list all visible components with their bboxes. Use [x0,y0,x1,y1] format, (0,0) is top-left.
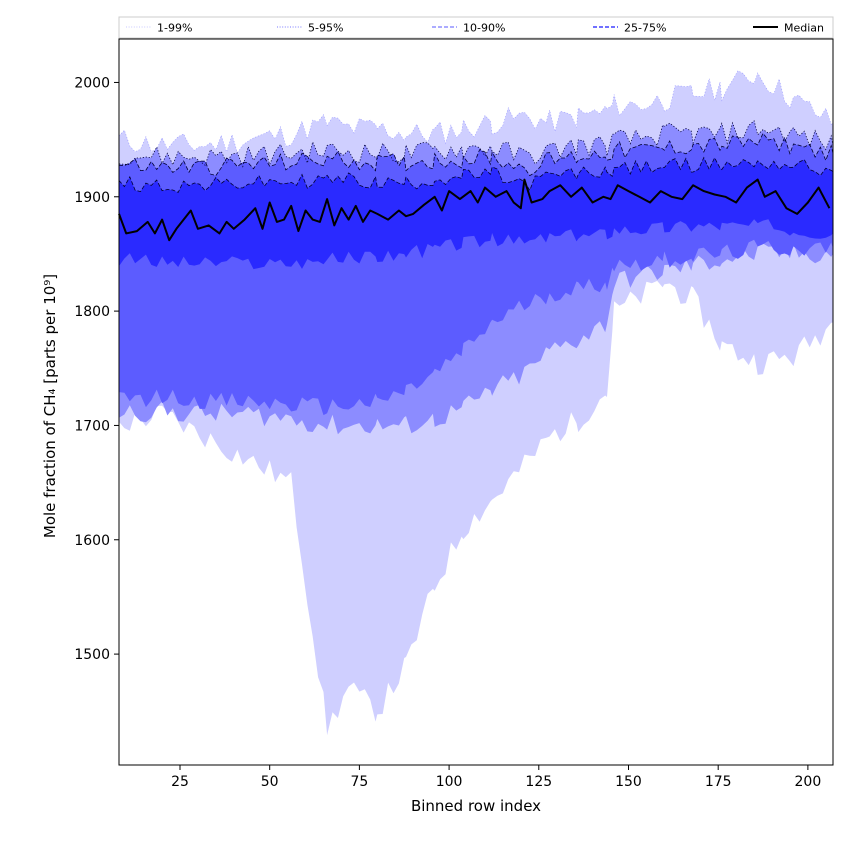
legend: 1-99% 5-95% 10-90% 25-75% Median [118,16,834,39]
y-tick-label: 1700 [74,418,110,434]
band-edges-layer [118,70,834,193]
y-tick-label: 2000 [74,75,110,91]
legend-label: 5-95% [308,22,343,35]
band-25-75pct [119,157,833,270]
y-axis-label: Mole fraction of CH₄ [parts per 10⁹] [41,274,59,538]
legend-label: 10-90% [463,22,505,35]
x-tick-label: 50 [261,774,279,790]
legend-label: 25-75% [624,22,666,35]
bands-layer [119,70,833,736]
x-tick-label: 75 [350,774,368,790]
plot-frame [118,38,834,766]
median-layer [118,178,831,242]
band-upper-edge-1-99pct [118,70,834,154]
legend-label: 1-99% [157,22,192,35]
x-tick-label: 25 [171,774,189,790]
legend-box [118,16,834,39]
x-axis-label: Binned row index [411,797,541,815]
x-tick-label: 100 [436,774,463,790]
median-line [118,178,831,242]
y-tick-label: 1900 [74,190,110,206]
x-tick-label: 125 [525,774,552,790]
y-tick-label: 1500 [74,647,110,663]
band-upper-edge-10-90pct [118,132,834,177]
legend-label: Median [784,22,824,35]
x-axis: 25 50 75 100 125 150 175 200 [171,765,821,790]
band-upper-edge-25-75pct [118,156,834,193]
x-tick-label: 150 [615,774,642,790]
y-tick-label: 1600 [74,533,110,549]
x-tick-label: 175 [705,774,732,790]
y-axis: 1500 1600 1700 1800 1900 2000 [74,75,119,663]
x-tick-label: 200 [795,774,822,790]
y-tick-label: 1800 [74,304,110,320]
